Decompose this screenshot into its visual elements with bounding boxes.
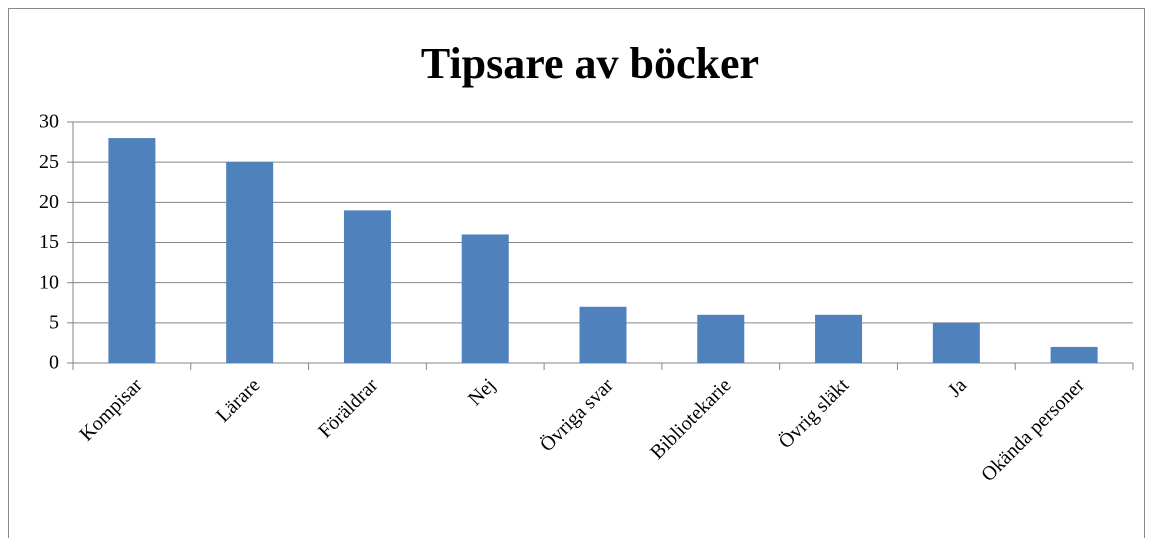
bar: [108, 138, 156, 363]
bar: [815, 314, 863, 363]
y-tick-label: 25: [39, 151, 59, 173]
y-tick-label: 15: [39, 231, 59, 253]
y-tick-label: 20: [39, 191, 59, 213]
y-tick-label: 5: [49, 311, 59, 333]
y-tick-label: 10: [39, 271, 59, 293]
y-tick-label: 0: [49, 352, 59, 374]
bar: [226, 162, 274, 363]
y-tick-label: 30: [39, 111, 59, 133]
bar: [697, 314, 745, 363]
bar: [579, 306, 627, 363]
bar: [343, 210, 391, 363]
bar: [932, 322, 980, 363]
bar: [461, 234, 509, 363]
chart-title: Tipsare av böcker: [421, 39, 759, 88]
chart-frame: [8, 8, 1145, 538]
bar: [1050, 346, 1098, 363]
